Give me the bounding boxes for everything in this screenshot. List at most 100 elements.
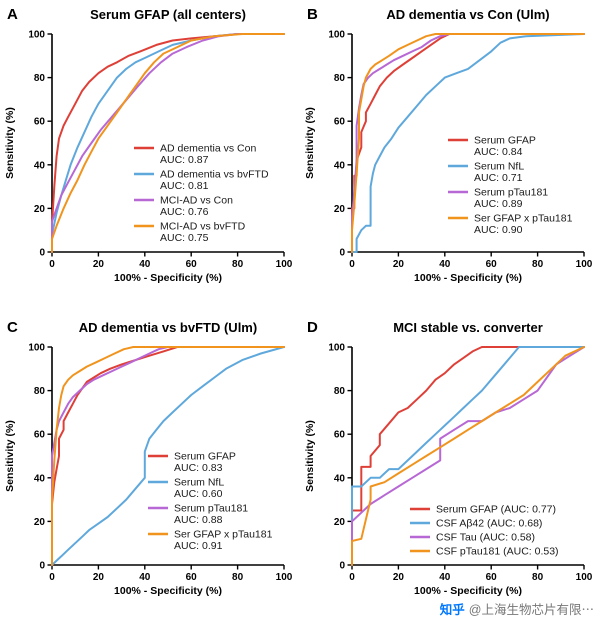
legend-label: Serum pTau181: [474, 187, 548, 199]
chart-title: AD dementia vs bvFTD (Ulm): [79, 320, 257, 335]
y-tick-label: 0: [339, 561, 345, 572]
y-tick-label: 0: [339, 248, 345, 259]
y-tick-label: 100: [28, 30, 45, 41]
roc-curve: [351, 346, 585, 566]
legend-label: AUC: 0.81: [160, 180, 209, 192]
x-tick-label: 80: [532, 572, 544, 583]
roc-curve: [51, 33, 285, 253]
y-axis-label: Sensitivity (%): [4, 420, 16, 492]
roc-chart-a: A Serum GFAP (all centers) 00 20 20 40 40 60 60 8…: [4, 6, 293, 284]
roc-curve: [351, 33, 585, 253]
legend-label: CSF Tau (AUC: 0.58): [436, 532, 535, 544]
roc-chart-b: B AD dementia vs Con (Ulm) 00 20 20 40 40 60 60 8…: [304, 6, 593, 284]
legend-label: Serum NfL: [174, 477, 224, 489]
legend-label: Serum GFAP (AUC: 0.77): [436, 504, 556, 516]
x-tick-label: 20: [393, 572, 405, 583]
panel-letter: B: [307, 6, 318, 23]
roc-curve: [51, 33, 285, 253]
x-tick-label: 40: [139, 572, 151, 583]
x-tick-label: 0: [49, 259, 55, 270]
x-tick-label: 100: [276, 572, 293, 583]
legend-label: AUC: 0.60: [174, 488, 223, 500]
panel-letter: A: [7, 6, 18, 23]
roc-curve: [351, 33, 585, 253]
x-tick-label: 0: [49, 572, 55, 583]
legend-label: Serum GFAP: [474, 135, 536, 147]
roc-panel-b: B AD dementia vs Con (Ulm) 0 0 20 20 40 40 60 60 8…: [300, 0, 600, 313]
legend-label: AUC: 0.83: [174, 462, 223, 474]
legend-label: Serum pTau181: [174, 503, 248, 515]
y-tick-label: 20: [334, 204, 346, 215]
y-axis-label: Sensitivity (%): [304, 107, 316, 179]
x-axis-label: 100% - Specificity (%): [414, 272, 522, 284]
y-tick-label: 80: [334, 386, 346, 397]
axes: 00 20 20 40 40 60 60 80 80 100 100: [328, 30, 592, 271]
legend-label: AUC: 0.71: [474, 172, 523, 184]
x-tick-label: 40: [439, 259, 451, 270]
roc-curve: [51, 346, 285, 566]
y-tick-label: 60: [334, 117, 346, 128]
legend-label: MCI-AD vs bvFTD: [160, 221, 246, 233]
chart-title: AD dementia vs Con (Ulm): [386, 7, 549, 22]
y-tick-label: 0: [39, 561, 45, 572]
roc-curve: [351, 346, 585, 566]
x-tick-label: 60: [486, 572, 498, 583]
roc-curve: [351, 346, 585, 566]
roc-curves: [351, 33, 585, 253]
legend-label: CSF pTau181 (AUC: 0.53): [436, 546, 559, 558]
legend-label: AD dementia vs Con: [160, 143, 256, 155]
legend-label: AUC: 0.75: [160, 232, 209, 244]
x-tick-label: 60: [486, 259, 498, 270]
y-tick-label: 40: [334, 160, 346, 171]
panel-letter: D: [307, 319, 318, 336]
legend-label: Ser GFAP x pTau181: [474, 213, 573, 225]
y-tick-label: 20: [34, 517, 46, 528]
x-tick-label: 60: [186, 259, 198, 270]
x-tick-label: 0: [349, 259, 355, 270]
y-axis-label: Sensitivity (%): [304, 420, 316, 492]
roc-curve: [351, 346, 585, 566]
y-tick-label: 80: [334, 73, 346, 84]
roc-panel-d: D MCI stable vs. converter 0 0 20 20 40 40 60 60 8…: [300, 313, 600, 626]
legend-label: AUC: 0.88: [174, 514, 223, 526]
y-tick-label: 80: [34, 386, 46, 397]
x-tick-label: 80: [232, 572, 244, 583]
legend-label: AUC: 0.90: [474, 224, 523, 236]
legend-label: AUC: 0.87: [160, 154, 209, 166]
legend-label: AUC: 0.84: [474, 146, 523, 158]
chart-title: Serum GFAP (all centers): [90, 7, 246, 22]
y-tick-label: 40: [34, 160, 46, 171]
zhihu-logo: 知乎: [439, 603, 465, 617]
x-tick-label: 40: [139, 259, 151, 270]
x-tick-label: 20: [93, 572, 105, 583]
x-tick-label: 80: [532, 259, 544, 270]
y-tick-label: 40: [34, 473, 46, 484]
legend-label: AUC: 0.91: [174, 540, 223, 552]
x-tick-label: 0: [349, 572, 355, 583]
panel-letter: C: [7, 319, 18, 336]
legend-label: Serum GFAP: [174, 451, 236, 463]
x-axis-label: 100% - Specificity (%): [114, 585, 222, 597]
y-tick-label: 80: [34, 73, 46, 84]
chart-title: MCI stable vs. converter: [393, 320, 543, 335]
x-tick-label: 80: [232, 259, 244, 270]
y-tick-label: 100: [328, 30, 345, 41]
y-tick-label: 20: [34, 204, 46, 215]
legend-label: Serum NfL: [474, 161, 524, 173]
watermark-handle: @上海生物芯片有限⋯: [468, 603, 594, 617]
y-tick-label: 60: [34, 430, 46, 441]
legend-label: AUC: 0.89: [474, 198, 523, 210]
roc-curves: [51, 346, 285, 566]
roc-curves: [51, 33, 285, 253]
x-tick-label: 60: [186, 572, 198, 583]
roc-curve: [51, 346, 285, 566]
y-tick-label: 0: [39, 248, 45, 259]
y-tick-label: 100: [328, 343, 345, 354]
y-tick-label: 60: [34, 117, 46, 128]
legend-label: CSF Aβ42 (AUC: 0.68): [436, 518, 542, 530]
roc-panel-c: C AD dementia vs bvFTD (Ulm) 0 0 20 20 40 40 60 6…: [0, 313, 300, 626]
legend-label: AD dementia vs bvFTD: [160, 169, 269, 181]
roc-panel-a: A Serum GFAP (all centers) 0 0 20 20 40 40 60 60 8…: [0, 0, 300, 313]
